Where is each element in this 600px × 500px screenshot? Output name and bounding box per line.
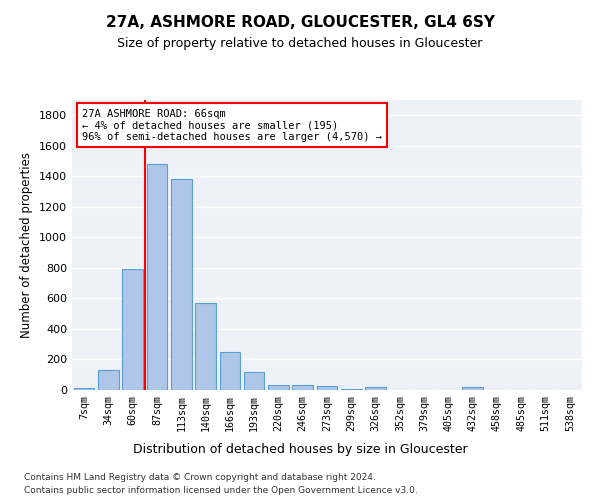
Bar bbox=[317, 386, 337, 390]
Bar bbox=[365, 388, 386, 390]
Text: 27A, ASHMORE ROAD, GLOUCESTER, GL4 6SY: 27A, ASHMORE ROAD, GLOUCESTER, GL4 6SY bbox=[106, 15, 494, 30]
Bar bbox=[244, 372, 265, 390]
Bar bbox=[146, 164, 167, 390]
Bar bbox=[98, 370, 119, 390]
Bar bbox=[195, 303, 216, 390]
Bar bbox=[341, 389, 362, 390]
Y-axis label: Number of detached properties: Number of detached properties bbox=[20, 152, 34, 338]
Bar bbox=[122, 268, 143, 390]
Text: 27A ASHMORE ROAD: 66sqm
← 4% of detached houses are smaller (195)
96% of semi-de: 27A ASHMORE ROAD: 66sqm ← 4% of detached… bbox=[82, 108, 382, 142]
Text: Contains public sector information licensed under the Open Government Licence v3: Contains public sector information licen… bbox=[24, 486, 418, 495]
Bar bbox=[463, 387, 483, 390]
Bar bbox=[74, 388, 94, 390]
Bar bbox=[268, 384, 289, 390]
Text: Size of property relative to detached houses in Gloucester: Size of property relative to detached ho… bbox=[118, 38, 482, 51]
Text: Contains HM Land Registry data © Crown copyright and database right 2024.: Contains HM Land Registry data © Crown c… bbox=[24, 472, 376, 482]
Bar bbox=[292, 386, 313, 390]
Bar bbox=[171, 178, 191, 390]
Bar bbox=[220, 352, 240, 390]
Text: Distribution of detached houses by size in Gloucester: Distribution of detached houses by size … bbox=[133, 442, 467, 456]
